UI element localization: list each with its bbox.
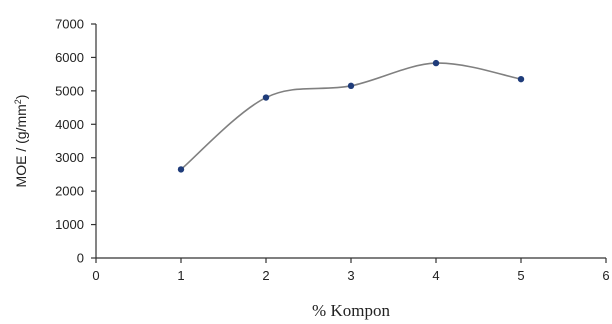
y-tick-label: 6000 — [55, 50, 84, 65]
x-tick-label: 1 — [177, 268, 184, 283]
y-tick-label: 5000 — [55, 83, 84, 98]
y-tick-label: 2000 — [55, 184, 84, 199]
data-point — [262, 94, 270, 101]
x-tick-label: 2 — [262, 268, 269, 283]
data-point — [517, 75, 525, 83]
y-tick-label: 0 — [77, 251, 84, 266]
y-ticks: 0 1000 2000 3000 4000 5000 6000 7000 — [55, 17, 96, 266]
y-axis-label-main: MOE / (g/mm — [13, 104, 29, 187]
x-axis-label: % Kompon — [312, 301, 390, 320]
data-points — [177, 59, 525, 173]
y-tick-label: 7000 — [55, 17, 84, 32]
y-axis-label: MOE / (g/mm2) — [13, 95, 29, 188]
data-point — [177, 166, 185, 173]
x-ticks: 0 1 2 3 4 5 6 — [92, 258, 610, 283]
y-axis-label-sup: 2 — [13, 99, 23, 104]
data-point — [432, 59, 440, 67]
x-tick-label: 3 — [347, 268, 354, 283]
trend-line — [180, 62, 522, 171]
y-tick-label: 4000 — [55, 117, 84, 132]
x-tick-label: 4 — [432, 268, 439, 283]
x-tick-label: 5 — [517, 268, 524, 283]
x-tick-label: 0 — [92, 268, 99, 283]
data-point — [347, 82, 355, 90]
y-axis-label-end: ) — [13, 95, 29, 100]
y-tick-label: 3000 — [55, 150, 84, 165]
x-tick-label: 6 — [602, 268, 609, 283]
y-tick-label: 1000 — [55, 217, 84, 232]
